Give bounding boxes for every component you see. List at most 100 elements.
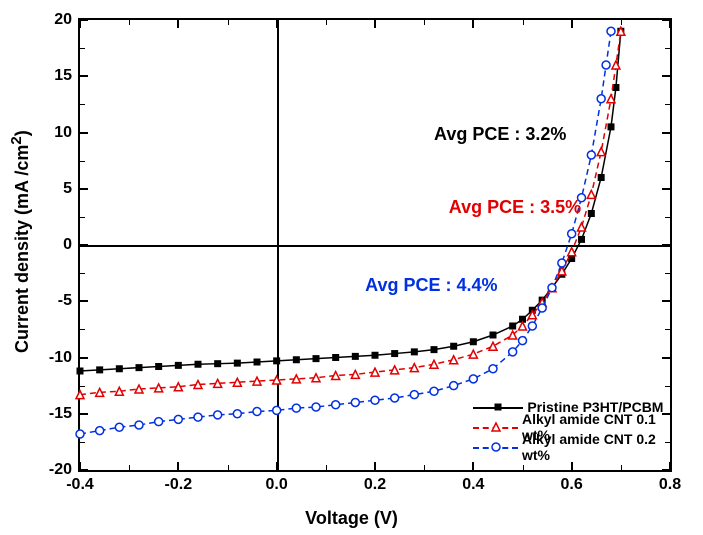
series-marker bbox=[136, 364, 143, 371]
series-marker bbox=[233, 410, 241, 418]
series-marker bbox=[273, 406, 281, 414]
x-axis-label: Voltage (V) bbox=[305, 508, 398, 529]
series-marker bbox=[469, 375, 477, 383]
series-marker bbox=[489, 365, 497, 373]
jv-chart: -20-15-10-505101520-0.4-0.20.00.20.40.60… bbox=[0, 0, 703, 535]
series-marker bbox=[214, 379, 222, 387]
y-tick-label: 5 bbox=[63, 180, 72, 198]
y-tick-label: -5 bbox=[58, 292, 72, 310]
x-tick-label: 0.0 bbox=[266, 476, 288, 494]
series-marker bbox=[293, 356, 300, 363]
series-marker bbox=[578, 236, 585, 243]
series-marker bbox=[195, 361, 202, 368]
series-marker bbox=[450, 356, 458, 364]
annotation-text: Avg PCE : 3.5% bbox=[449, 197, 581, 218]
series-marker bbox=[135, 385, 143, 393]
series-marker bbox=[372, 352, 379, 359]
annotation-text: Avg PCE : 4.4% bbox=[365, 275, 497, 296]
series-marker bbox=[115, 387, 123, 395]
series-marker bbox=[598, 174, 605, 181]
y-tick-label: 20 bbox=[54, 11, 72, 29]
series-marker bbox=[135, 421, 143, 429]
y-tick-label: -15 bbox=[49, 405, 72, 423]
series-marker bbox=[116, 365, 123, 372]
legend-label: Alkyl amide CNT 0.2 wt% bbox=[522, 431, 670, 463]
series-marker bbox=[175, 362, 182, 369]
series-marker bbox=[332, 354, 339, 361]
series-marker bbox=[332, 401, 340, 409]
series-marker bbox=[194, 413, 202, 421]
series-marker bbox=[96, 366, 103, 373]
series-marker bbox=[155, 418, 163, 426]
series-line bbox=[80, 31, 611, 434]
series-marker bbox=[273, 376, 281, 384]
series-marker bbox=[470, 338, 477, 345]
series-marker bbox=[587, 190, 595, 198]
series-marker bbox=[313, 355, 320, 362]
series-marker bbox=[490, 332, 497, 339]
x-tick-label: -0.4 bbox=[66, 476, 94, 494]
x-tick-label: 0.8 bbox=[659, 476, 681, 494]
series-marker bbox=[608, 123, 615, 130]
series-marker bbox=[155, 363, 162, 370]
series-marker bbox=[352, 353, 359, 360]
series-marker bbox=[430, 387, 438, 395]
series-marker bbox=[519, 322, 527, 330]
series-marker bbox=[568, 230, 576, 238]
series-marker bbox=[312, 374, 320, 382]
series-marker bbox=[411, 348, 418, 355]
plot-area: -20-15-10-505101520-0.4-0.20.00.20.40.60… bbox=[78, 18, 672, 472]
series-marker bbox=[410, 364, 418, 372]
series-marker bbox=[597, 148, 605, 156]
series-marker bbox=[607, 27, 615, 35]
series-marker bbox=[77, 368, 84, 375]
series-marker bbox=[194, 381, 202, 389]
series-marker bbox=[430, 360, 438, 368]
y-tick-label: -10 bbox=[49, 349, 72, 367]
x-tick-label: 0.4 bbox=[462, 476, 484, 494]
series-marker bbox=[410, 391, 418, 399]
y-tick-label: 15 bbox=[54, 67, 72, 85]
series-marker bbox=[174, 383, 182, 391]
series-marker bbox=[292, 404, 300, 412]
series-marker bbox=[588, 210, 595, 217]
series-marker bbox=[519, 337, 527, 345]
series-marker bbox=[174, 415, 182, 423]
series-marker bbox=[391, 350, 398, 357]
series-marker bbox=[558, 259, 566, 267]
series-marker bbox=[371, 396, 379, 404]
series-marker bbox=[115, 423, 123, 431]
series-marker bbox=[509, 348, 517, 356]
series-marker bbox=[391, 394, 399, 402]
annotation-text: Avg PCE : 3.2% bbox=[434, 124, 566, 145]
series-marker bbox=[76, 391, 84, 399]
series-marker bbox=[371, 368, 379, 376]
legend: Pristine P3HT/PCBMAlkyl amide CNT 0.1 wt… bbox=[473, 397, 670, 457]
series-marker bbox=[607, 95, 615, 103]
x-tick-label: 0.6 bbox=[561, 476, 583, 494]
series-marker bbox=[351, 399, 359, 407]
series-marker bbox=[332, 372, 340, 380]
series-marker bbox=[548, 284, 556, 292]
y-tick-label: 10 bbox=[54, 124, 72, 142]
y-axis-label: Current density (mA /cm2) bbox=[8, 130, 33, 353]
series-marker bbox=[292, 375, 300, 383]
series-marker bbox=[273, 357, 280, 364]
series-marker bbox=[469, 350, 477, 358]
series-marker bbox=[76, 430, 84, 438]
series-marker bbox=[214, 411, 222, 419]
series-marker bbox=[587, 151, 595, 159]
y-tick-label: 0 bbox=[63, 236, 72, 254]
series-marker bbox=[233, 378, 241, 386]
series-marker bbox=[234, 360, 241, 367]
series-marker bbox=[96, 388, 104, 396]
series-marker bbox=[351, 370, 359, 378]
series-marker bbox=[489, 342, 497, 350]
series-marker bbox=[431, 346, 438, 353]
series-marker bbox=[155, 384, 163, 392]
series-marker bbox=[568, 248, 576, 256]
series-marker bbox=[450, 343, 457, 350]
series-marker bbox=[214, 360, 221, 367]
series-marker bbox=[253, 377, 261, 385]
series-marker bbox=[254, 359, 261, 366]
